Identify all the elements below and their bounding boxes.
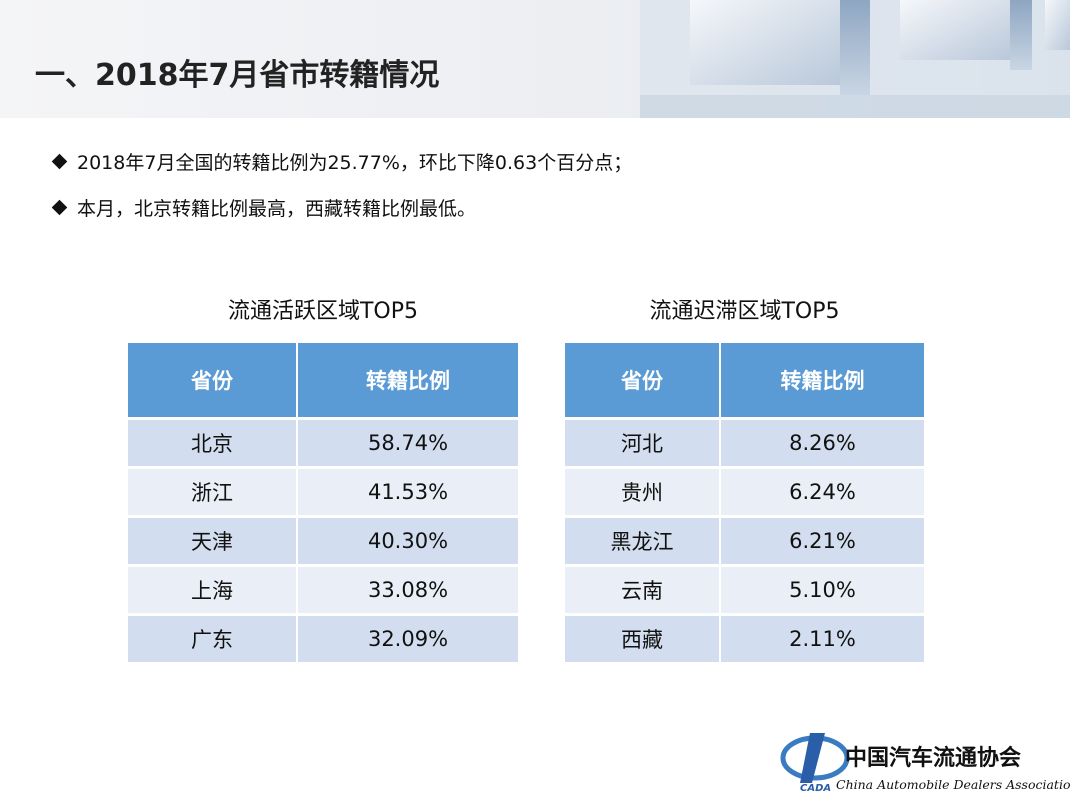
table-cell: 33.08%: [298, 567, 518, 613]
bullet-text: 本月，北京转籍比例最高，西藏转籍比例最低。: [77, 198, 477, 220]
column-header: 转籍比例: [298, 343, 518, 417]
table-cell: 北京: [128, 420, 296, 466]
table-cell: 贵州: [565, 469, 719, 515]
table-cell: 6.24%: [721, 469, 924, 515]
table-title: 流通活跃区域TOP5: [227, 299, 419, 324]
table-cell: 5.10%: [721, 567, 924, 613]
table-cell: 58.74%: [298, 420, 518, 466]
org-name-en: China Automobile Dealers Association: [836, 777, 1070, 792]
table-cell: 32.09%: [298, 616, 518, 662]
header-image: [640, 0, 1070, 118]
table-cell: 上海: [128, 567, 296, 613]
table-cell: 41.53%: [298, 469, 518, 515]
table-cell: 云南: [565, 567, 719, 613]
table-cell: 河北: [565, 420, 719, 466]
table-cell: 天津: [128, 518, 296, 564]
table-cell: 浙江: [128, 469, 296, 515]
header-band: 一、2018年7月省市转籍情况: [0, 0, 1070, 118]
bullet-text: 2018年7月全国的转籍比例为25.77%，环比下降0.63个百分点；: [77, 152, 633, 174]
table-cell: 2.11%: [721, 616, 924, 662]
table-cell: 8.26%: [721, 420, 924, 466]
table-cell: 广东: [128, 616, 296, 662]
org-name: 中国汽车流通协会: [845, 745, 1021, 771]
table-cell: 6.21%: [721, 518, 924, 564]
column-header: 省份: [565, 343, 719, 417]
bullet: 2018年7月全国的转籍比例为25.77%，环比下降0.63个百分点；: [50, 148, 632, 175]
table-cell: 40.30%: [298, 518, 518, 564]
column-header: 省份: [128, 343, 296, 417]
bullet: 本月，北京转籍比例最高，西藏转籍比例最低。: [50, 194, 476, 221]
table-title: 流通迟滞区域TOP5: [649, 299, 840, 324]
column-header: 转籍比例: [721, 343, 924, 417]
logo-text: CADA: [800, 783, 831, 794]
table-cell: 黑龙江: [565, 518, 719, 564]
footer-logo: CADA 中国汽车流通协会 China Automobile Dealers A…: [780, 733, 1070, 794]
slide-title: 一、2018年7月省市转籍情况: [35, 58, 440, 93]
table-cell: 西藏: [565, 616, 719, 662]
